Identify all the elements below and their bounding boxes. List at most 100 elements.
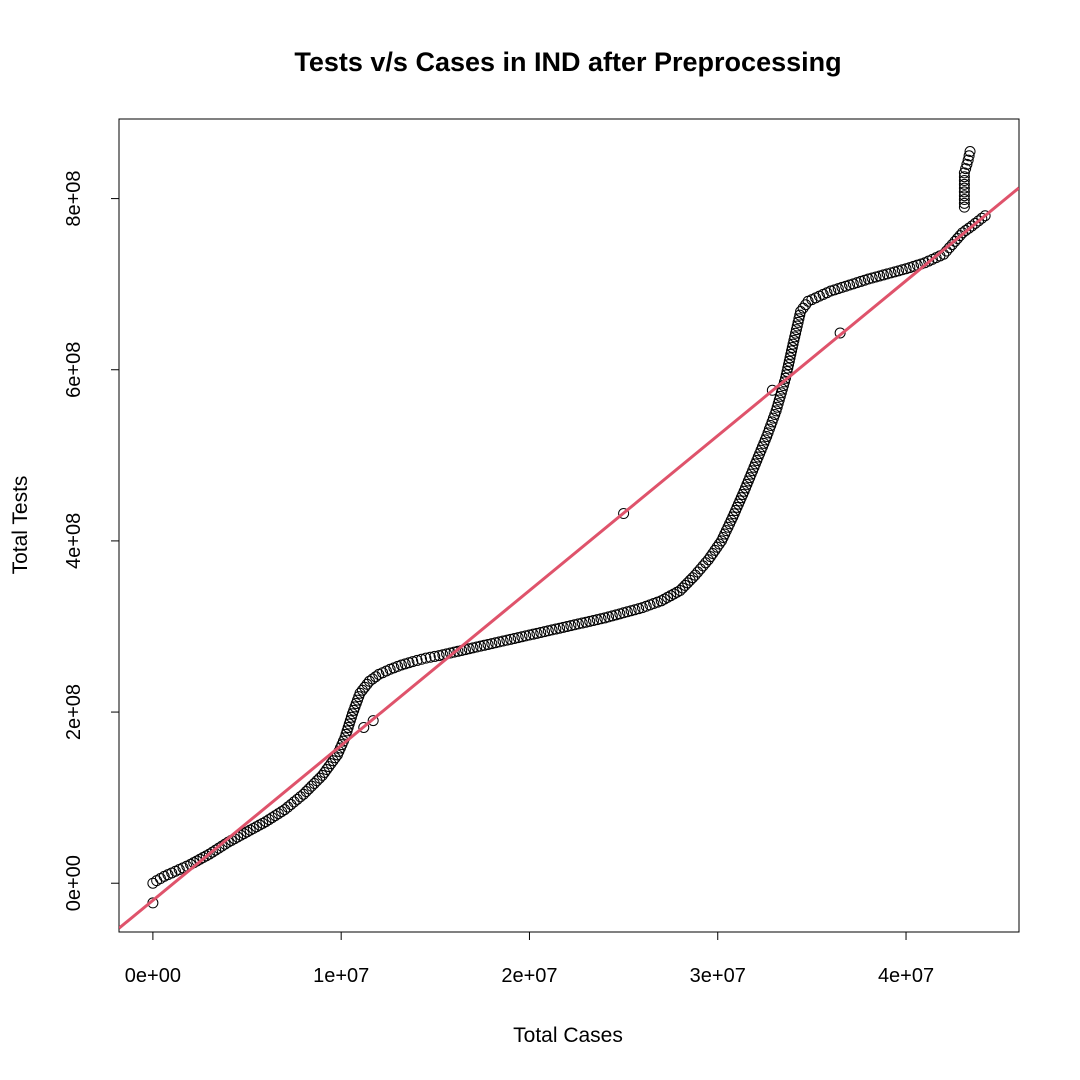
data-point bbox=[329, 752, 341, 764]
data-point bbox=[318, 766, 330, 778]
data-point bbox=[501, 634, 513, 646]
data-point bbox=[272, 808, 284, 820]
y-axis-label: Total Tests bbox=[9, 476, 32, 575]
data-point bbox=[424, 651, 436, 663]
x-tick-label: 2e+07 bbox=[501, 965, 557, 987]
data-point bbox=[482, 638, 494, 650]
x-tick-label: 1e+07 bbox=[313, 965, 369, 987]
data-point bbox=[471, 641, 483, 653]
y-tick-label: 4e+08 bbox=[63, 513, 85, 569]
data-point bbox=[463, 643, 475, 655]
data-point bbox=[618, 508, 630, 520]
data-point bbox=[531, 627, 543, 639]
data-point bbox=[285, 798, 297, 810]
data-point bbox=[958, 194, 970, 206]
data-point bbox=[520, 630, 532, 642]
data-point bbox=[358, 721, 370, 733]
x-axis-label: Total Cases bbox=[513, 1024, 623, 1047]
data-point bbox=[963, 150, 975, 162]
data-point bbox=[420, 652, 432, 664]
data-point bbox=[964, 146, 976, 158]
data-point bbox=[961, 158, 973, 170]
data-point bbox=[508, 632, 520, 644]
data-point bbox=[697, 560, 709, 572]
data-point bbox=[437, 649, 449, 661]
data-point bbox=[416, 653, 428, 665]
data-point bbox=[433, 650, 445, 662]
data-point bbox=[321, 764, 333, 776]
data-point bbox=[448, 646, 460, 658]
data-point bbox=[327, 755, 339, 767]
data-point bbox=[213, 842, 225, 854]
y-tick-label: 8e+08 bbox=[63, 171, 85, 227]
data-point bbox=[791, 320, 803, 332]
data-points bbox=[147, 146, 991, 909]
data-point bbox=[595, 613, 607, 625]
data-point bbox=[325, 758, 337, 770]
data-point bbox=[958, 197, 970, 209]
data-point bbox=[580, 616, 592, 628]
data-point bbox=[370, 671, 382, 683]
data-point bbox=[976, 212, 988, 224]
data-point bbox=[539, 626, 551, 638]
y-tick-label: 2e+08 bbox=[63, 684, 85, 740]
data-point bbox=[793, 313, 805, 325]
x-axis: 0e+00 1e+07 2e+07 3e+07 4e+07 bbox=[125, 931, 934, 987]
data-point bbox=[790, 324, 802, 336]
data-point bbox=[527, 628, 539, 640]
data-point bbox=[790, 327, 802, 339]
data-point bbox=[569, 619, 581, 631]
regression-line bbox=[119, 186, 1019, 930]
data-point bbox=[266, 812, 278, 824]
data-point bbox=[834, 327, 846, 339]
data-point bbox=[154, 873, 166, 885]
data-point bbox=[789, 331, 801, 343]
data-point bbox=[291, 793, 303, 805]
data-point bbox=[493, 636, 505, 648]
data-point bbox=[584, 615, 596, 627]
data-point bbox=[411, 654, 423, 666]
data-point bbox=[792, 316, 804, 328]
data-point bbox=[486, 638, 498, 650]
data-point bbox=[958, 190, 970, 202]
data-point bbox=[572, 618, 584, 630]
data-point bbox=[478, 639, 490, 651]
data-point bbox=[535, 626, 547, 638]
data-point bbox=[512, 632, 524, 644]
data-point bbox=[800, 299, 812, 311]
x-tick-label: 4e+07 bbox=[878, 965, 934, 987]
x-tick-label: 0e+00 bbox=[125, 965, 181, 987]
data-point bbox=[300, 786, 312, 798]
data-point bbox=[787, 338, 799, 350]
data-point bbox=[516, 631, 528, 643]
data-point bbox=[294, 791, 306, 803]
data-point bbox=[766, 384, 778, 396]
data-point bbox=[429, 650, 441, 662]
data-point bbox=[700, 557, 712, 569]
data-point bbox=[565, 620, 577, 632]
data-point bbox=[958, 167, 970, 179]
data-point bbox=[788, 334, 800, 346]
data-point bbox=[490, 637, 502, 649]
data-point bbox=[523, 629, 535, 641]
data-point bbox=[591, 614, 603, 626]
chart-title: Tests v/s Cases in IND after Preprocessi… bbox=[294, 47, 841, 77]
data-point bbox=[407, 656, 419, 668]
data-point bbox=[263, 814, 275, 826]
data-point bbox=[452, 645, 464, 657]
regression-line-layer bbox=[119, 186, 1019, 930]
y-tick-label: 6e+08 bbox=[63, 342, 85, 398]
data-point bbox=[542, 625, 554, 637]
data-point bbox=[587, 614, 599, 626]
data-point bbox=[210, 844, 222, 856]
data-point bbox=[692, 566, 704, 578]
data-point bbox=[288, 796, 300, 808]
data-point bbox=[713, 538, 725, 550]
data-point bbox=[958, 201, 970, 213]
data-point bbox=[795, 306, 807, 318]
data-point bbox=[576, 617, 588, 629]
data-point bbox=[694, 563, 706, 575]
data-point bbox=[316, 769, 328, 781]
data-point bbox=[550, 623, 562, 635]
